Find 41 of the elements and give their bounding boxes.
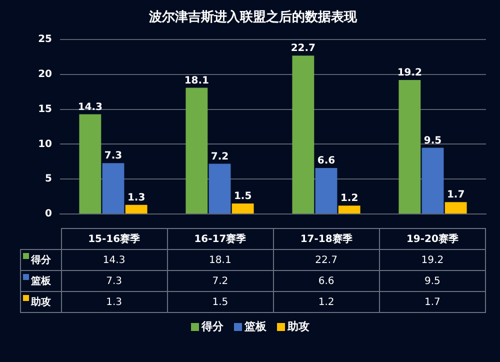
data-label: 9.5 [379,270,486,292]
annotation: 9.5 [424,135,442,146]
annotation: 1.3 [127,192,146,204]
x-tick-label: 19-20赛季 [379,228,486,250]
chart-title: 波尔津吉斯进入联盟之后的数据表现 [148,9,358,26]
x-tick-label: 17-18赛季 [273,228,380,250]
data-label: 7.3 [61,270,168,292]
data-label: 1.7 [379,292,486,312]
data-label: 6.6 [273,270,380,292]
y-tick-label: 5 [45,174,52,185]
y-tick-label: 10 [38,138,52,150]
text: 得分 [202,320,224,333]
data-label: 22.7 [273,250,380,270]
annotation: 18.1 [184,75,210,86]
annotation: 6.6 [317,156,336,167]
x-tick-label: 15-16赛季 [61,228,168,250]
data-label: 1.3 [61,292,168,312]
annotation: 14.3 [78,102,103,113]
annotation: 7.3 [104,150,122,162]
data-label: 18.1 [167,250,274,270]
annotation: 7.2 [210,151,229,162]
y-tick-label: 0 [45,208,52,220]
legend-label: 篮板 [20,270,61,292]
annotation: 19.2 [397,68,422,79]
data-label: 1.5 [167,292,274,312]
y-tick-label: 20 [38,69,52,80]
annotation: 1.2 [340,193,358,204]
y-tick-label: 15 [38,104,52,115]
data-label: 7.2 [167,270,274,292]
legend-label: 得分 [20,250,61,270]
data-label: 1.2 [273,292,380,312]
annotation: 22.7 [290,43,316,54]
legend-label: 助攻 [288,319,310,334]
y-tick-label: 25 [38,34,52,46]
x-tick-label: 16-17赛季 [167,228,274,250]
data-label: 14.3 [61,250,168,270]
annotation: 1.7 [446,190,465,201]
annotation: 1.5 [234,191,252,202]
text: 助攻 [31,297,51,308]
text: 篮板 [244,320,266,333]
data-label: 19.2 [379,250,486,270]
